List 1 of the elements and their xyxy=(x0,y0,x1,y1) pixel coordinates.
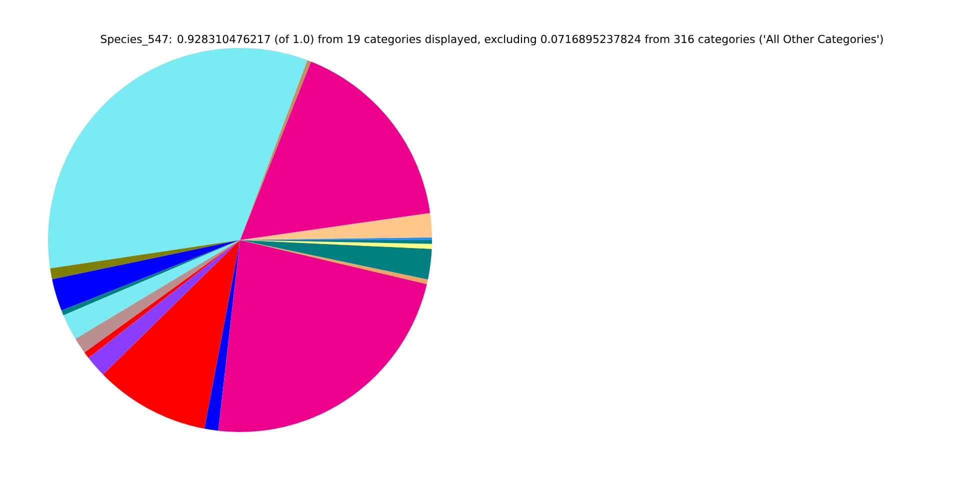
text: Species_547: 0.928310476217 (of 1.0) from 19 categories displayed, excluding 0.0716895237824 from 316 categories ('All Other Categories') xyxy=(100,34,883,46)
